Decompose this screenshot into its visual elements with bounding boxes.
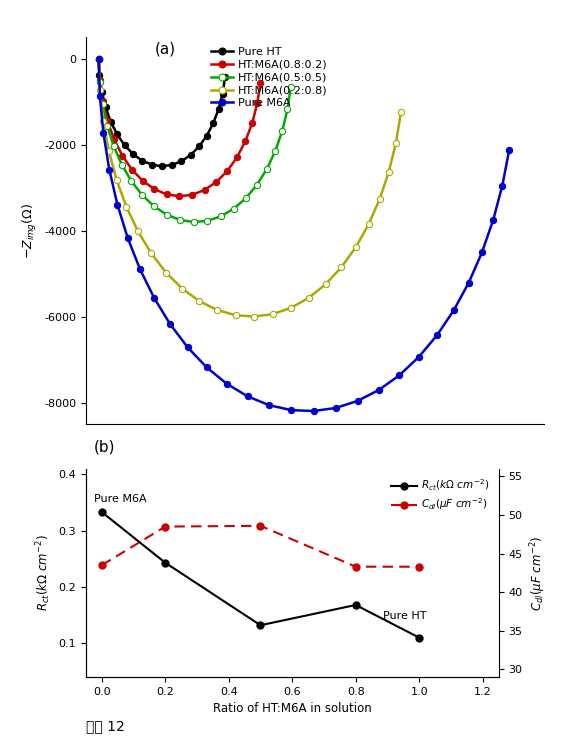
Text: (b): (b) (94, 439, 116, 454)
Text: Pure M6A: Pure M6A (94, 494, 147, 504)
X-axis label: Ratio of HT:M6A in solution: Ratio of HT:M6A in solution (213, 702, 372, 715)
Legend: Pure HT, HT:M6A(0.8:0.2), HT:M6A(0.5:0.5), HT:M6A(0.2:0.8), Pure M6A: Pure HT, HT:M6A(0.8:0.2), HT:M6A(0.5:0.5… (206, 42, 332, 113)
Text: (a): (a) (155, 41, 176, 56)
Text: 그림 12: 그림 12 (86, 719, 125, 733)
Y-axis label: $-Z_{img}(\Omega)$: $-Z_{img}(\Omega)$ (21, 202, 38, 259)
Legend: $R_{ct}(k\Omega\ cm^{-2})$, $C_{dl}(\mu F\ cm^{-2})$: $R_{ct}(k\Omega\ cm^{-2})$, $C_{dl}(\mu … (387, 474, 493, 516)
Y-axis label: $R_{ct}(k\Omega\ cm^{-2})$: $R_{ct}(k\Omega\ cm^{-2})$ (34, 534, 53, 612)
Y-axis label: $C_{dl}(\mu F\ cm^{-2})$: $C_{dl}(\mu F\ cm^{-2})$ (528, 535, 548, 611)
Text: Pure HT: Pure HT (383, 611, 426, 620)
